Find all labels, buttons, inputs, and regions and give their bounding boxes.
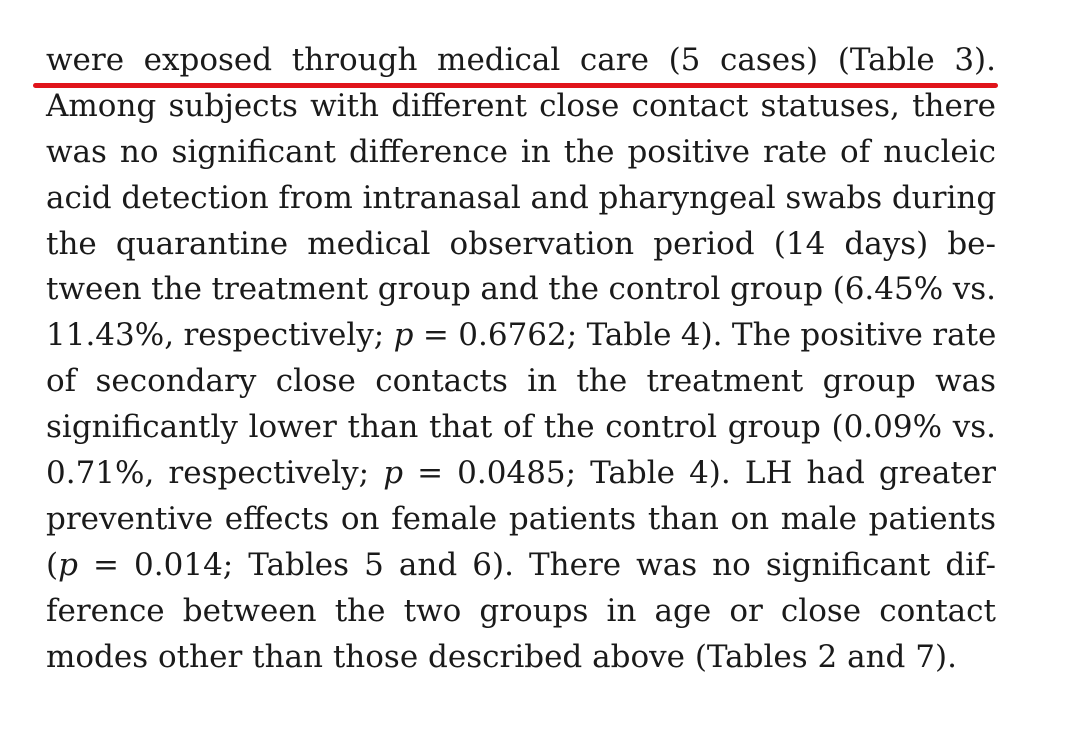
text-segment: the quarantine medical observation perio… xyxy=(46,225,996,262)
text-line-5: the quarantine medical observation perio… xyxy=(46,222,996,268)
text-line-6: tween the treatment group and the contro… xyxy=(46,267,996,313)
text-segment: were exposed through medical care (5 cas… xyxy=(46,42,996,78)
text-line-10: 0.71%, respectively; p = 0.0485; Table 4… xyxy=(46,451,996,497)
text-segment: = 0.014; Tables 5 and 6). There was no s… xyxy=(77,546,996,583)
text-segment: acid detection from intranasal and phary… xyxy=(46,179,997,216)
text-segment: ference between the two groups in age or… xyxy=(46,592,996,629)
text-segment: modes other than those described above (… xyxy=(46,638,957,675)
text-line-2: Among subjects with different close cont… xyxy=(46,84,996,130)
text-segment: Among subjects with different close cont… xyxy=(46,87,996,124)
red-underline-annotation xyxy=(33,83,998,88)
text-line-3: was no significant difference in the pos… xyxy=(46,130,996,176)
text-line-13: ference between the two groups in age or… xyxy=(46,589,996,635)
text-segment: = 0.0485; Table 4). LH had greater xyxy=(403,455,996,492)
text-segment: preventive effects on female patients th… xyxy=(46,500,996,537)
text-line-8: of secondary close contacts in the treat… xyxy=(46,359,996,405)
text-segment: ( xyxy=(46,546,59,583)
text-line-9: significantly lower than that of the con… xyxy=(46,405,996,451)
text-line-7: 11.43%, respectively; p = 0.6762; Table … xyxy=(46,313,996,359)
text-line-11: preventive effects on female patients th… xyxy=(46,497,996,543)
text-segment: significantly lower than that of the con… xyxy=(46,409,996,446)
text-segment: was no significant difference in the pos… xyxy=(46,133,996,170)
text-segment: of secondary close contacts in the treat… xyxy=(46,363,996,400)
text-segment: tween the treatment group and the contro… xyxy=(46,271,996,308)
p-value-symbol: p xyxy=(58,546,78,583)
text-line-1: were exposed through medical care (5 cas… xyxy=(46,38,996,84)
text-line-14: modes other than those described above (… xyxy=(46,635,996,681)
p-value-symbol: p xyxy=(393,317,414,354)
paper-text-paragraph: were exposed through medical care (5 cas… xyxy=(46,38,996,680)
text-segment: 0.71%, respectively; xyxy=(46,455,384,492)
text-segment: 11.43%, respectively; xyxy=(46,317,394,354)
text-line-4: acid detection from intranasal and phary… xyxy=(46,176,996,222)
text-segment: = 0.6762; Table 4). The positive rate xyxy=(413,317,997,354)
p-value-symbol: p xyxy=(383,455,404,492)
text-line-12: (p = 0.014; Tables 5 and 6). There was n… xyxy=(46,543,996,589)
